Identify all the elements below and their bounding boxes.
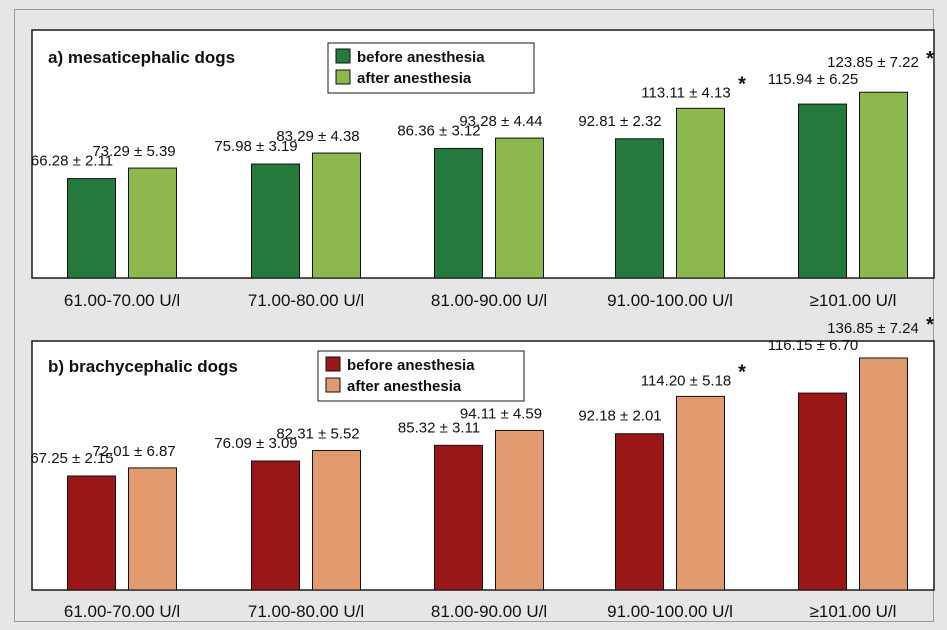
chart-panel-b: b) brachycephalic dogs 67.25 ± 2.1572.01 … [30, 314, 935, 621]
category-label-3: 91.00-100.00 U/l [607, 291, 733, 310]
data-label-before-3: 92.81 ± 2.32 [578, 113, 661, 130]
data-label-before-4: 115.94 ± 6.25 [768, 71, 859, 88]
bar-before-0 [67, 178, 116, 279]
data-label-after-0: 73.29 ± 5.39 [92, 143, 175, 160]
legend-label-0: before anesthesia [347, 357, 475, 374]
data-label-after-2: 94.11 ± 4.59 [460, 405, 542, 422]
bar-after-3 [676, 395, 725, 591]
legend-label-1: after anesthesia [357, 70, 472, 87]
category-label-3: 91.00-100.00 U/l [607, 602, 733, 621]
category-label-0: 61.00-70.00 U/l [64, 602, 180, 621]
data-label-after-3: 113.11 ± 4.13 [641, 84, 730, 101]
category-label-4: ≥101.00 U/l [810, 602, 897, 621]
category-label-2: 81.00-90.00 U/l [431, 602, 547, 621]
bar-before-4 [798, 103, 847, 279]
bar-after-2 [495, 429, 544, 591]
bar-after-0 [128, 167, 177, 279]
legend: before anesthesia after anesthesia [317, 350, 525, 402]
bar-after-1 [312, 152, 361, 279]
category-label-1: 71.00-80.00 U/l [248, 602, 364, 621]
legend-box [327, 42, 535, 94]
data-label-before-1: 75.98 ± 3.19 [214, 138, 297, 155]
bar-before-2 [434, 444, 483, 591]
category-label-2: 81.00-90.00 U/l [431, 291, 547, 310]
category-label-1: 71.00-80.00 U/l [248, 291, 364, 310]
significance-marker-4: * [926, 314, 934, 336]
bar-after-1 [312, 449, 361, 591]
category-label-4: ≥101.00 U/l [810, 291, 897, 310]
bar-after-0 [128, 467, 177, 591]
data-label-after-1: 82.31 ± 5.52 [276, 425, 359, 442]
bar-before-1 [251, 163, 300, 279]
data-label-after-0: 72.01 ± 6.87 [92, 443, 175, 460]
bar-after-3 [676, 107, 725, 279]
legend-swatch-1 [325, 377, 341, 393]
bar-before-2 [434, 147, 483, 279]
legend-label-0: before anesthesia [357, 49, 485, 66]
legend-swatch-0 [335, 48, 351, 64]
legend-swatch-0 [325, 356, 341, 372]
data-label-after-3: 114.20 ± 5.18 [641, 372, 732, 389]
bar-before-1 [251, 460, 300, 591]
bar-after-4 [859, 357, 908, 591]
data-label-before-0: 66.28 ± 2.11 [31, 153, 113, 170]
bar-before-4 [798, 392, 847, 591]
data-label-before-4: 116.15 ± 6.70 [768, 337, 859, 354]
category-label-0: 61.00-70.00 U/l [64, 291, 180, 310]
data-label-after-1: 83.29 ± 4.38 [276, 128, 359, 145]
significance-marker-3: * [738, 361, 746, 383]
chart-title: b) brachycephalic dogs [48, 357, 238, 376]
chart-title: a) mesaticephalic dogs [48, 48, 235, 67]
data-label-before-3: 92.18 ± 2.01 [578, 408, 661, 425]
data-label-after-2: 93.28 ± 4.44 [459, 113, 542, 130]
data-label-before-0: 67.25 ± 2.15 [30, 450, 113, 467]
data-label-after-4: 136.85 ± 7.24 [827, 320, 919, 337]
legend-swatch-1 [335, 69, 351, 85]
legend-label-1: after anesthesia [347, 378, 462, 395]
bar-before-3 [615, 433, 664, 591]
data-label-after-4: 123.85 ± 7.22 [827, 54, 919, 71]
bar-before-0 [67, 475, 116, 591]
bar-before-3 [615, 138, 664, 279]
data-label-before-2: 86.36 ± 3.12 [397, 122, 480, 139]
significance-marker-4: * [926, 48, 934, 70]
bar-after-2 [495, 137, 544, 279]
data-label-before-1: 76.09 ± 3.09 [214, 435, 297, 452]
legend-box [317, 350, 525, 402]
chart-panel-a: a) mesaticephalic dogs 66.28 ± 2.1173.29 … [31, 29, 935, 310]
bar-after-4 [859, 91, 908, 279]
legend: before anesthesia after anesthesia [327, 42, 535, 94]
data-label-before-2: 85.32 ± 3.11 [398, 419, 480, 436]
significance-marker-3: * [738, 73, 746, 95]
